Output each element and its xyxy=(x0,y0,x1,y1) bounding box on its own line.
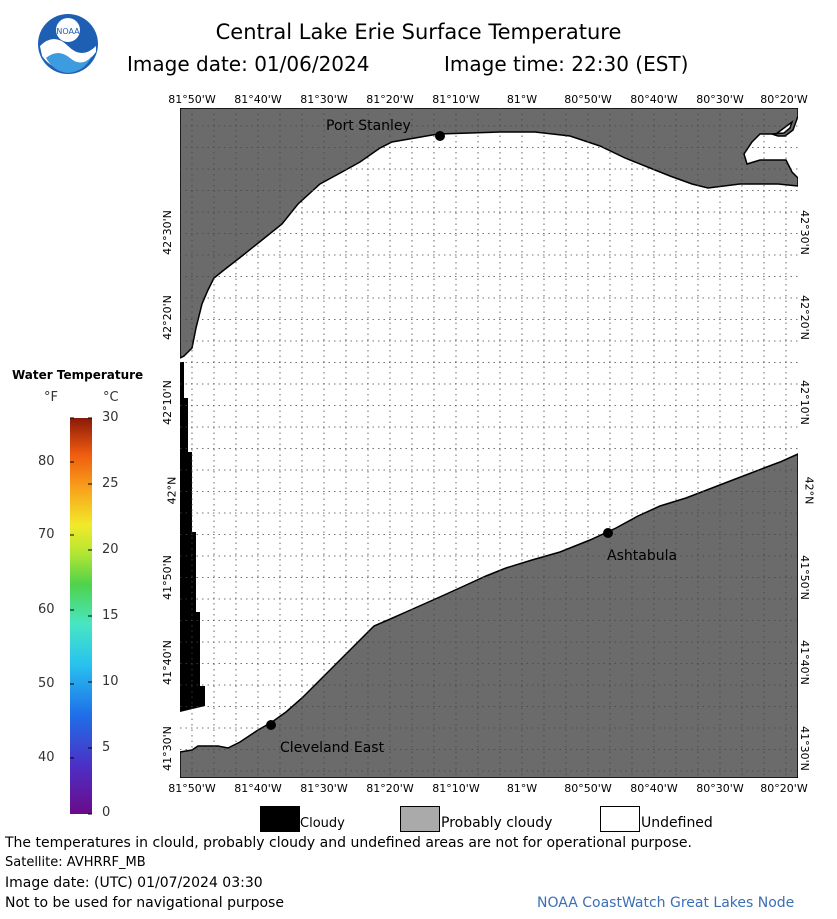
lon-label: 80°30'W xyxy=(696,93,744,106)
legend-c-tick: 15 xyxy=(102,608,119,623)
page-title: Central Lake Erie Surface Temperature xyxy=(215,20,622,44)
noaa-logo: NOAA xyxy=(38,14,98,74)
lat-label: 41°30'N xyxy=(160,726,174,771)
lat-label: 42°10'N xyxy=(160,380,174,425)
lat-label: 42°20'N xyxy=(160,295,174,340)
lake-map xyxy=(180,108,798,778)
legend-title: Water Temperature xyxy=(12,368,144,382)
lon-label: 80°20'W xyxy=(760,93,808,106)
lon-label: 80°20'W xyxy=(760,782,808,795)
credit-text: NOAA CoastWatch Great Lakes Node xyxy=(537,895,795,911)
legend-c-tick: 20 xyxy=(102,542,119,557)
lon-label: 80°40'W xyxy=(630,93,678,106)
lat-label: 41°30'N xyxy=(797,726,811,771)
lat-label: 41°40'N xyxy=(797,640,811,685)
lon-label: 81°10'W xyxy=(432,93,480,106)
legend-c-tick: 5 xyxy=(102,740,111,755)
legend-f-tick: 60 xyxy=(38,602,55,617)
lat-label: 41°40'N xyxy=(160,640,174,685)
legend-unit-c: °C xyxy=(103,390,119,405)
lat-label: 42°30'N xyxy=(160,210,174,255)
legend-c-tick: 30 xyxy=(102,410,119,425)
lat-label: 42°30'N xyxy=(797,210,811,255)
lon-label: 81°50'W xyxy=(168,782,216,795)
lat-label: 42°20'N xyxy=(797,295,811,340)
lat-label: 41°50'N xyxy=(160,555,174,600)
lat-label: 42°N xyxy=(802,476,816,505)
image-date: Image date: 01/06/2024 xyxy=(127,52,370,76)
legend-c-tick: 0 xyxy=(102,805,111,820)
city-marker-port-stanley xyxy=(435,131,445,141)
legend-f-tick: 50 xyxy=(38,676,55,691)
legend-c-tick: 10 xyxy=(102,674,119,689)
satellite-text: Satellite: AVHRRF_MB xyxy=(5,855,146,870)
lon-label: 80°30'W xyxy=(696,782,744,795)
north-shore-land xyxy=(180,108,798,359)
key-undefined-swatch xyxy=(600,806,640,832)
key-cloudy-label: Cloudy xyxy=(300,816,345,831)
cloudy-strip xyxy=(180,362,205,712)
key-cloudy-swatch xyxy=(260,806,300,832)
lat-label: 41°50'N xyxy=(797,555,811,600)
key-probably-cloudy-swatch xyxy=(400,806,440,832)
lat-label: 42°10'N xyxy=(797,380,811,425)
image-time: Image time: 22:30 (EST) xyxy=(444,52,689,76)
lon-label: 81°20'W xyxy=(366,93,414,106)
legend-c-tick: 25 xyxy=(102,476,119,491)
lon-label: 81°30'W xyxy=(300,93,348,106)
lon-label: 81°20'W xyxy=(366,782,414,795)
key-undefined-label: Undefined xyxy=(641,815,713,831)
navigation-warning: Not to be used for navigational purpose xyxy=(5,895,284,911)
color-scale-bar xyxy=(70,417,92,815)
legend-unit-f: °F xyxy=(44,390,58,405)
lon-label: 80°50'W xyxy=(564,93,612,106)
lat-label: 42°N xyxy=(165,476,179,505)
lon-label: 81°30'W xyxy=(300,782,348,795)
key-probably-cloudy-label: Probably cloudy xyxy=(441,815,553,831)
legend-f-tick: 80 xyxy=(38,454,55,469)
utc-date-text: Image date: (UTC) 01/07/2024 03:30 xyxy=(5,875,263,891)
lon-label: 81°40'W xyxy=(234,782,282,795)
lon-label: 80°40'W xyxy=(630,782,678,795)
city-marker-cleveland-east xyxy=(266,720,276,730)
graticule xyxy=(180,108,798,778)
lon-label: 80°50'W xyxy=(564,782,612,795)
svg-text:NOAA: NOAA xyxy=(56,27,80,36)
lon-label: 81°W xyxy=(506,93,538,106)
place-label-port-stanley: Port Stanley xyxy=(326,118,411,134)
legend-f-tick: 40 xyxy=(38,750,55,765)
disclaimer-text: The temperatures in clould, probably clo… xyxy=(5,835,692,851)
place-label-cleveland-east: Cleveland East xyxy=(280,740,385,756)
lon-label: 81°50'W xyxy=(168,93,216,106)
lon-label: 81°40'W xyxy=(234,93,282,106)
city-marker-ashtabula xyxy=(603,528,613,538)
place-label-ashtabula: Ashtabula xyxy=(607,548,678,564)
lon-label: 81°W xyxy=(506,782,538,795)
legend-f-tick: 70 xyxy=(38,527,55,542)
lon-label: 81°10'W xyxy=(432,782,480,795)
